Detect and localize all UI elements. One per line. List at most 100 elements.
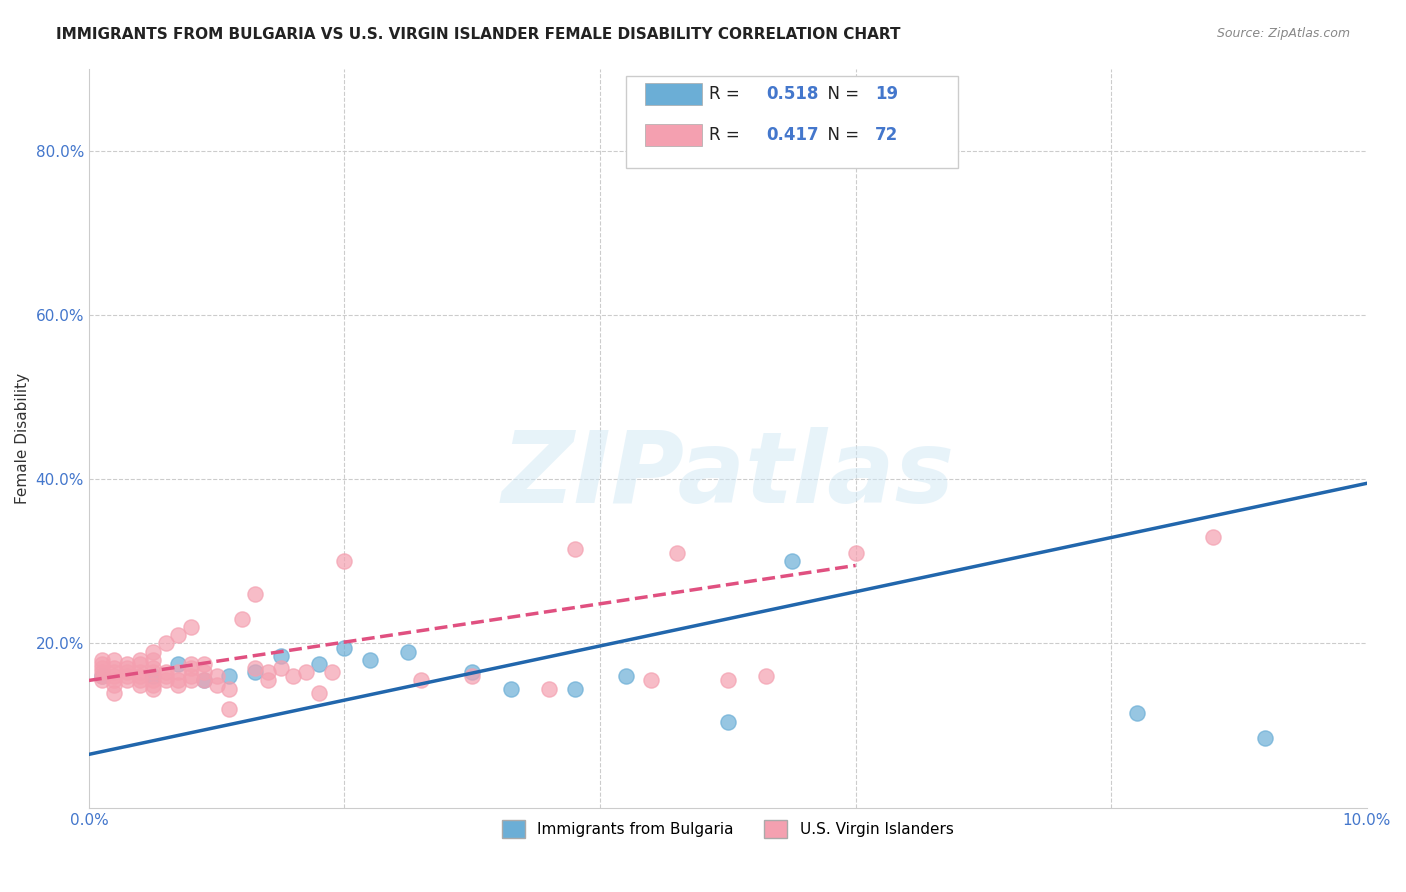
- Point: [564, 541, 586, 556]
- Point: [193, 673, 215, 688]
- Point: [359, 653, 381, 667]
- Text: Source: ZipAtlas.com: Source: ZipAtlas.com: [1216, 27, 1350, 40]
- Point: [142, 673, 165, 688]
- Point: [103, 686, 125, 700]
- Point: [308, 657, 330, 671]
- Point: [90, 673, 112, 688]
- Point: [270, 661, 292, 675]
- Point: [103, 673, 125, 688]
- Point: [142, 665, 165, 680]
- Y-axis label: Female Disability: Female Disability: [15, 373, 30, 504]
- Text: IMMIGRANTS FROM BULGARIA VS U.S. VIRGIN ISLANDER FEMALE DISABILITY CORRELATION C: IMMIGRANTS FROM BULGARIA VS U.S. VIRGIN …: [56, 27, 901, 42]
- Point: [117, 669, 139, 683]
- Point: [218, 681, 240, 696]
- Point: [167, 673, 190, 688]
- Point: [103, 669, 125, 683]
- Point: [270, 648, 292, 663]
- Point: [155, 665, 177, 680]
- Point: [845, 546, 868, 560]
- Point: [180, 669, 202, 683]
- Point: [205, 677, 228, 691]
- Point: [243, 587, 266, 601]
- Point: [103, 653, 125, 667]
- Point: [90, 669, 112, 683]
- Text: N =: N =: [817, 126, 865, 144]
- Text: R =: R =: [709, 86, 745, 103]
- Point: [461, 665, 484, 680]
- Point: [1253, 731, 1275, 745]
- Point: [142, 681, 165, 696]
- Point: [155, 673, 177, 688]
- Point: [717, 673, 740, 688]
- Point: [243, 661, 266, 675]
- Point: [243, 665, 266, 680]
- Point: [117, 673, 139, 688]
- Point: [333, 640, 356, 655]
- Point: [461, 669, 484, 683]
- Point: [167, 628, 190, 642]
- Point: [231, 612, 253, 626]
- Point: [564, 681, 586, 696]
- Point: [205, 669, 228, 683]
- Point: [167, 677, 190, 691]
- Point: [129, 653, 152, 667]
- Text: 72: 72: [875, 126, 898, 144]
- Point: [167, 665, 190, 680]
- Point: [117, 665, 139, 680]
- Point: [103, 677, 125, 691]
- Point: [640, 673, 662, 688]
- Point: [717, 714, 740, 729]
- Text: R =: R =: [709, 126, 745, 144]
- Point: [193, 665, 215, 680]
- Point: [129, 673, 152, 688]
- Point: [295, 665, 318, 680]
- Point: [90, 653, 112, 667]
- Point: [117, 661, 139, 675]
- Point: [256, 665, 278, 680]
- Point: [537, 681, 560, 696]
- Point: [129, 657, 152, 671]
- Point: [180, 620, 202, 634]
- Text: 0.417: 0.417: [766, 126, 818, 144]
- Point: [218, 702, 240, 716]
- Point: [129, 665, 152, 680]
- Point: [333, 554, 356, 568]
- Point: [90, 657, 112, 671]
- Point: [256, 673, 278, 688]
- Point: [129, 669, 152, 683]
- Point: [396, 645, 419, 659]
- Text: N =: N =: [817, 86, 865, 103]
- Point: [411, 673, 433, 688]
- Point: [755, 669, 778, 683]
- Point: [90, 665, 112, 680]
- FancyBboxPatch shape: [645, 83, 703, 105]
- Point: [1202, 530, 1225, 544]
- Point: [193, 673, 215, 688]
- Point: [308, 686, 330, 700]
- Point: [129, 677, 152, 691]
- Point: [142, 669, 165, 683]
- Point: [321, 665, 343, 680]
- FancyBboxPatch shape: [645, 124, 703, 146]
- Text: ZIPatlas: ZIPatlas: [502, 426, 955, 524]
- Point: [142, 645, 165, 659]
- Point: [90, 669, 112, 683]
- Point: [614, 669, 637, 683]
- Point: [155, 636, 177, 650]
- FancyBboxPatch shape: [626, 76, 957, 169]
- Point: [283, 669, 305, 683]
- Point: [499, 681, 522, 696]
- Point: [218, 669, 240, 683]
- Point: [665, 546, 688, 560]
- Point: [142, 677, 165, 691]
- Point: [103, 665, 125, 680]
- Point: [155, 669, 177, 683]
- Legend: Immigrants from Bulgaria, U.S. Virgin Islanders: Immigrants from Bulgaria, U.S. Virgin Is…: [496, 814, 959, 845]
- Point: [103, 661, 125, 675]
- Point: [90, 661, 112, 675]
- Point: [180, 673, 202, 688]
- Point: [180, 657, 202, 671]
- Point: [1126, 706, 1149, 721]
- Point: [142, 661, 165, 675]
- Point: [780, 554, 803, 568]
